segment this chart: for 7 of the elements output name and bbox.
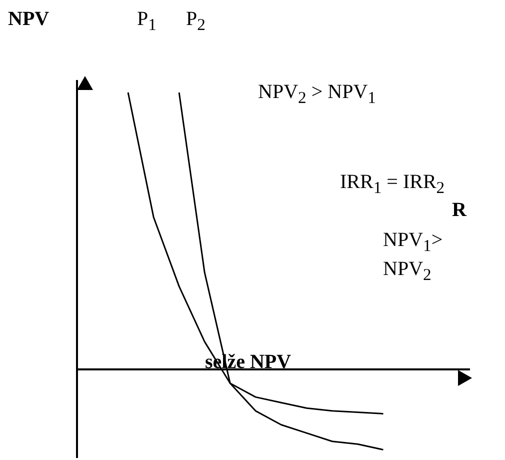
text: P$_{1}$ [137,8,156,35]
annotation: NPV$_{1}$> NPV$_{2}$ [383,228,443,286]
annotation: IRR$_{1}$ = IRR$_{2}$ [340,170,445,199]
text: P$_{2}$ [186,8,206,35]
y-axis-title: NPV [8,8,50,31]
text: R [452,198,466,223]
annotation: NPV$_{2}$ > NPV$_{1}$ [258,80,376,109]
